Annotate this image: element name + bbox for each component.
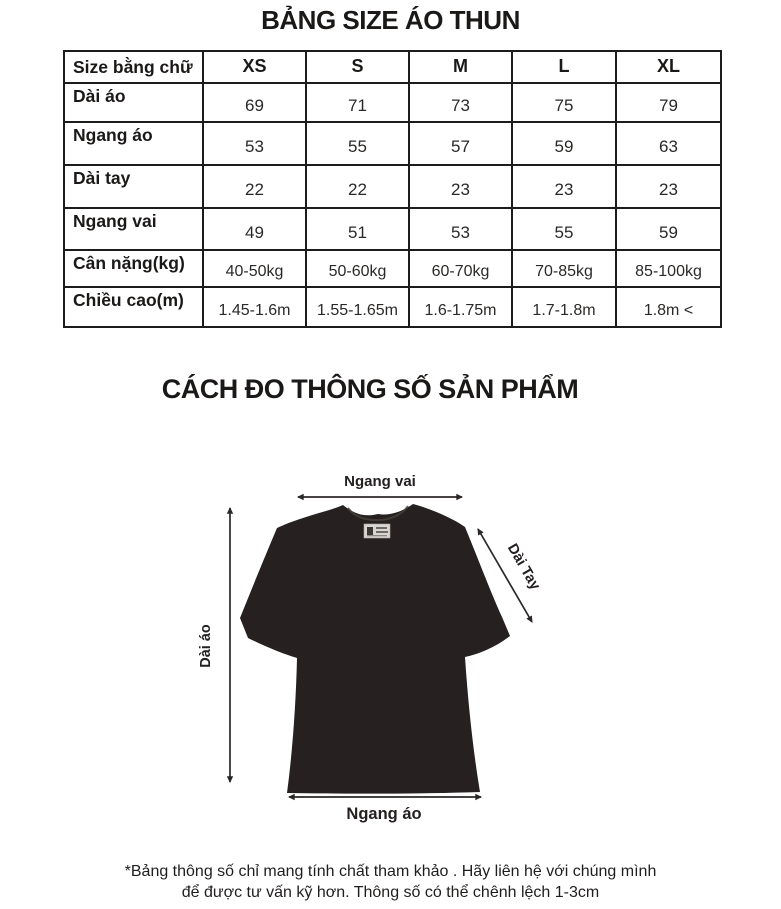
cell-dai-ao-l: 75 <box>511 82 617 123</box>
sleeve-length-arrow <box>477 528 533 623</box>
cell-ngang-vai-s: 51 <box>305 207 410 251</box>
row-label-ngang-vai: Ngang vai <box>63 207 204 251</box>
shoulder-width-label: Ngang vai <box>344 473 416 490</box>
cell-can-nang-xl: 85-100kg <box>615 249 722 288</box>
table-row-ngang-vai: Ngang vai 49 51 53 55 59 <box>63 207 722 251</box>
cell-chieu-cao-m: 1.6-1.75m <box>408 286 513 328</box>
size-table-header-row: Size bằng chữ XS S M L XL <box>63 50 722 84</box>
section-title-measurement: CÁCH ĐO THÔNG SỐ SẢN PHẨM <box>161 374 579 404</box>
cell-dai-ao-m: 73 <box>408 82 513 123</box>
table-row-chieu-cao: Chiều cao(m) 1.45-1.6m 1.55-1.65m 1.6-1.… <box>63 286 722 328</box>
size-header-xs: XS <box>202 50 307 84</box>
footnote-line-2: để được tư vấn kỹ hơn. Thông số có thể c… <box>181 884 600 901</box>
row-label-dai-ao: Dài áo <box>63 82 204 123</box>
row-label-can-nang: Cân nặng(kg) <box>63 249 204 288</box>
table-row-dai-ao: Dài áo 69 71 73 75 79 <box>63 82 722 123</box>
measurement-diagram: Ngang vai Dài áo Dài Tay Ngang áo <box>198 473 543 823</box>
cell-can-nang-s: 50-60kg <box>305 249 410 288</box>
cell-ngang-ao-m: 57 <box>408 121 513 166</box>
size-header-xl: XL <box>615 50 722 84</box>
cell-dai-ao-xl: 79 <box>615 82 722 123</box>
row-label-chieu-cao: Chiều cao(m) <box>63 286 204 328</box>
cell-dai-tay-xl: 23 <box>615 164 722 209</box>
cell-ngang-ao-l: 59 <box>511 121 617 166</box>
cell-dai-ao-s: 71 <box>305 82 410 123</box>
page-title: BẢNG SIZE ÁO THUN <box>261 5 520 35</box>
cell-chieu-cao-xl: 1.8m < <box>615 286 722 328</box>
shirt-width-label: Ngang áo <box>346 805 421 823</box>
footnote: *Bảng thông số chỉ mang tính chất tham k… <box>0 861 781 903</box>
cell-dai-tay-m: 23 <box>408 164 513 209</box>
cell-chieu-cao-s: 1.55-1.65m <box>305 286 410 328</box>
cell-can-nang-xs: 40-50kg <box>202 249 307 288</box>
shirt-length-label: Dài áo <box>198 624 214 668</box>
cell-dai-tay-s: 22 <box>305 164 410 209</box>
cell-ngang-vai-xs: 49 <box>202 207 307 251</box>
size-table: Size bằng chữ XS S M L XL Dài áo 69 71 7… <box>63 50 722 328</box>
cell-ngang-ao-xs: 53 <box>202 121 307 166</box>
cell-can-nang-m: 60-70kg <box>408 249 513 288</box>
size-header-s: S <box>305 50 410 84</box>
cell-can-nang-l: 70-85kg <box>511 249 617 288</box>
table-row-ngang-ao: Ngang áo 53 55 57 59 63 <box>63 121 722 166</box>
table-row-can-nang: Cân nặng(kg) 40-50kg 50-60kg 60-70kg 70-… <box>63 249 722 288</box>
cell-ngang-vai-m: 53 <box>408 207 513 251</box>
size-header-m: M <box>408 50 513 84</box>
cell-dai-tay-l: 23 <box>511 164 617 209</box>
cell-chieu-cao-xs: 1.45-1.6m <box>202 286 307 328</box>
cell-ngang-vai-l: 55 <box>511 207 617 251</box>
cell-ngang-ao-s: 55 <box>305 121 410 166</box>
row-label-dai-tay: Dài tay <box>63 164 204 209</box>
size-header-l: L <box>511 50 617 84</box>
cell-chieu-cao-l: 1.7-1.8m <box>511 286 617 328</box>
cell-dai-tay-xs: 22 <box>202 164 307 209</box>
collar-tag <box>363 523 391 539</box>
tshirt-silhouette <box>240 504 510 794</box>
header-size-label: Size bằng chữ <box>63 50 204 84</box>
table-row-dai-tay: Dài tay 22 22 23 23 23 <box>63 164 722 209</box>
collar-seam <box>347 505 409 522</box>
footnote-line-1: *Bảng thông số chỉ mang tính chất tham k… <box>124 863 657 880</box>
cell-ngang-vai-xl: 59 <box>615 207 722 251</box>
cell-ngang-ao-xl: 63 <box>615 121 722 166</box>
row-label-ngang-ao: Ngang áo <box>63 121 204 166</box>
cell-dai-ao-xs: 69 <box>202 82 307 123</box>
